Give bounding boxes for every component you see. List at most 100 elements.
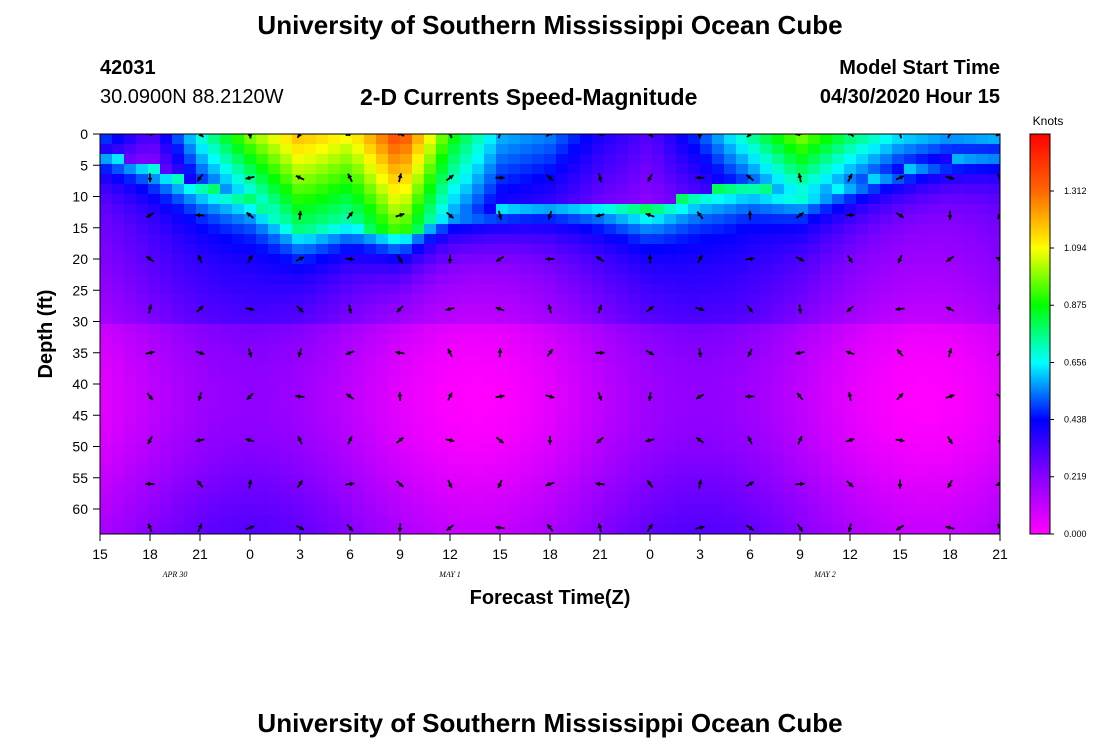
heatmap-cell <box>724 454 737 465</box>
heatmap-cell <box>412 184 425 195</box>
current-vector <box>945 306 955 312</box>
heatmap-cell <box>760 404 773 415</box>
heatmap-cell <box>232 244 245 255</box>
heatmap-cell <box>676 434 689 445</box>
heatmap-cell <box>400 324 413 335</box>
heatmap-cell <box>712 254 725 265</box>
heatmap-cell <box>856 494 869 505</box>
heatmap-cell <box>880 234 893 245</box>
current-vector <box>895 212 905 219</box>
heatmap-cell <box>100 234 113 245</box>
heatmap-cell <box>832 344 845 355</box>
current-vector <box>695 525 705 531</box>
x-date-label: APR 30 <box>162 570 188 579</box>
heatmap-cell <box>940 424 953 435</box>
heatmap-cell <box>928 354 941 365</box>
heatmap-cell <box>808 144 821 155</box>
current-vector <box>647 391 653 402</box>
heatmap-cell <box>364 214 377 225</box>
heatmap-cell <box>112 494 125 505</box>
heatmap-cell <box>556 384 569 395</box>
current-vector <box>695 436 705 444</box>
heatmap-cell <box>184 284 197 295</box>
heatmap-cell <box>964 334 977 345</box>
heatmap-cell <box>820 474 833 485</box>
heatmap-cell <box>604 454 617 465</box>
heatmap-cell <box>688 394 701 405</box>
heatmap-cell <box>808 344 821 355</box>
heatmap-cell <box>568 414 581 425</box>
heatmap-cell <box>892 384 905 395</box>
heatmap-cell <box>760 524 773 534</box>
heatmap-cell <box>148 284 161 295</box>
heatmap-cell <box>448 324 461 335</box>
heatmap-cell <box>712 504 725 515</box>
heatmap-cell <box>616 364 629 375</box>
heatmap-cell <box>988 294 1000 305</box>
heatmap-cell <box>280 524 293 534</box>
heatmap-cell <box>988 444 1000 455</box>
heatmap-cell <box>364 454 377 465</box>
heatmap-cell <box>592 324 605 335</box>
heatmap-cell <box>556 224 569 235</box>
heatmap-cell <box>400 414 413 425</box>
heatmap-cell <box>892 274 905 285</box>
heatmap-cell <box>100 224 113 235</box>
current-vector <box>195 437 205 443</box>
heatmap-cell <box>664 394 677 405</box>
heatmap-cell <box>616 224 629 235</box>
heatmap-cell <box>448 384 461 395</box>
heatmap-cell <box>940 234 953 245</box>
heatmap-cell <box>892 504 905 515</box>
heatmap-cell <box>520 464 533 475</box>
heatmap-cell <box>196 344 209 355</box>
heatmap-cell <box>976 494 989 505</box>
heatmap-cell <box>880 384 893 395</box>
heatmap-cell <box>928 484 941 495</box>
heatmap-cell <box>412 264 425 275</box>
heatmap-cell <box>820 264 833 275</box>
heatmap-cell <box>640 264 653 275</box>
heatmap-cell <box>640 394 653 405</box>
heatmap-cell <box>280 274 293 285</box>
heatmap-cell <box>688 404 701 415</box>
current-vector <box>197 254 203 264</box>
current-vector <box>795 256 805 262</box>
heatmap-cell <box>868 234 881 245</box>
heatmap-cell <box>688 514 701 525</box>
heatmap-cell <box>160 324 173 335</box>
heatmap-cell <box>196 514 209 525</box>
current-vector <box>147 304 153 314</box>
heatmap-cell <box>388 414 401 425</box>
heatmap-cell <box>496 384 509 395</box>
heatmap-cell <box>292 194 305 205</box>
heatmap-cell <box>256 134 269 145</box>
heatmap-cell <box>340 224 353 235</box>
heatmap-cell <box>124 484 137 495</box>
heatmap-cell <box>844 504 857 515</box>
heatmap-cell <box>460 364 473 375</box>
heatmap-cell <box>124 174 137 185</box>
heatmap-cell <box>244 244 257 255</box>
heatmap-cell <box>568 204 581 215</box>
heatmap-cell <box>628 524 641 534</box>
heatmap-cell <box>484 274 497 285</box>
heatmap-cell <box>904 154 917 165</box>
heatmap-cell <box>916 174 929 185</box>
heatmap-cell <box>772 444 785 455</box>
heatmap-cell <box>424 184 437 195</box>
current-vector <box>595 213 605 218</box>
heatmap-cell <box>268 454 281 465</box>
y-tick-label: 60 <box>72 501 88 517</box>
heatmap-cell <box>940 394 953 405</box>
heatmap-cell <box>988 264 1000 275</box>
heatmap-cell <box>664 494 677 505</box>
heatmap-cell <box>184 374 197 385</box>
current-vector <box>947 479 953 489</box>
heatmap-cell <box>928 224 941 235</box>
heatmap-cell <box>952 204 965 215</box>
heatmap-cell <box>712 294 725 305</box>
heatmap-cell <box>568 354 581 365</box>
heatmap-cell <box>316 484 329 495</box>
heatmap-cell <box>844 414 857 425</box>
